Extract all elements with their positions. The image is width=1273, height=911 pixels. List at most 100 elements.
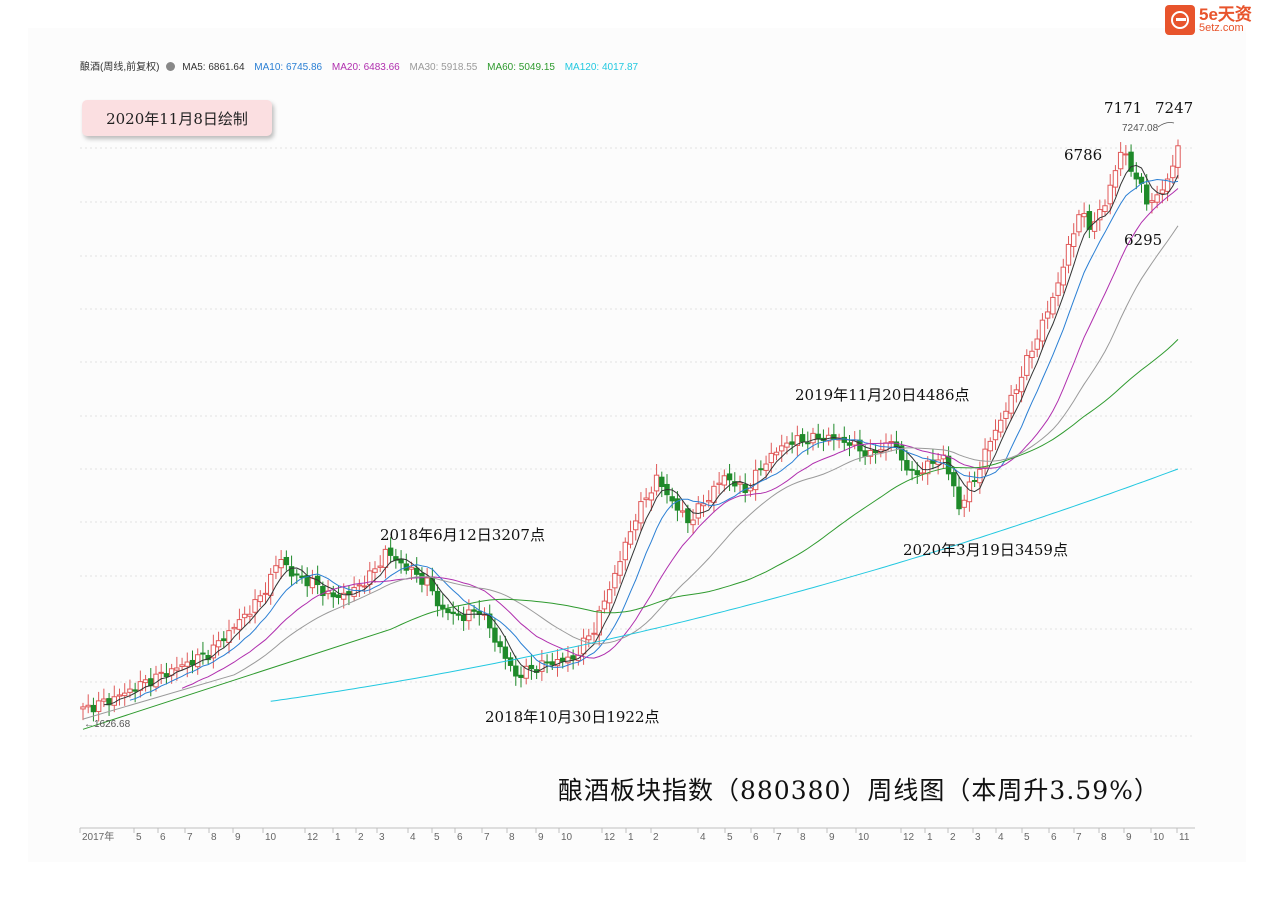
candle-body [158, 671, 164, 674]
x-tick-label: 1 [335, 832, 341, 843]
x-tick-label: 7 [1076, 832, 1082, 843]
legend-ma20: MA20: 6483.66 [331, 62, 400, 73]
candle-body [278, 559, 284, 569]
candle-body [862, 450, 868, 457]
candle-body [1039, 319, 1046, 342]
legend-ma10: MA10: 6745.86 [254, 62, 323, 73]
x-tick-label: 9 [538, 832, 544, 843]
candle-body [549, 661, 555, 665]
candle-body [752, 469, 759, 491]
candle-body [956, 486, 962, 510]
candle-body [288, 566, 295, 577]
candle-body [299, 575, 305, 579]
candle-body [758, 468, 764, 471]
ma30-line [82, 225, 1179, 720]
candle-body [471, 609, 477, 612]
x-tick-label: 2017年 [82, 830, 114, 843]
x-tick-label: 7 [776, 832, 782, 843]
ma-legend: 酿酒(周线,前复权) MA5: 6861.64 MA10: 6745.86 MA… [80, 58, 645, 73]
candle-body [784, 442, 790, 448]
x-tick-label: 5 [1024, 832, 1030, 843]
candle-body [1013, 389, 1020, 394]
x-tick-label: 4 [410, 832, 416, 843]
candle-body [1097, 209, 1103, 221]
candle-body [174, 667, 180, 671]
x-tick-label: 10 [561, 832, 573, 843]
candle-body [487, 613, 493, 629]
candle-body [189, 659, 196, 666]
candle-body [377, 565, 383, 568]
candle-body [1060, 266, 1066, 286]
candle-body [195, 654, 201, 668]
x-tick-label: 4 [700, 832, 706, 843]
low-price-label: ←1626.68 [84, 719, 131, 730]
candle-body [1071, 233, 1077, 247]
candle-body [721, 475, 728, 486]
candle-body [455, 613, 462, 616]
candle-body [1159, 189, 1166, 194]
candle-body [330, 592, 336, 598]
candle-body [142, 679, 149, 684]
ma5-line [103, 164, 1179, 706]
candle-body [372, 568, 378, 573]
candle-body [450, 611, 456, 615]
candle-body [1050, 296, 1056, 315]
candle-body [716, 482, 722, 485]
x-tick-label: 8 [211, 832, 217, 843]
candle-body [408, 566, 415, 570]
candle-body [179, 664, 185, 668]
candle-body [794, 435, 801, 446]
candle-body [898, 445, 905, 461]
candle-body [992, 429, 999, 441]
candle-body [982, 448, 988, 469]
candle-body [460, 614, 467, 622]
candle-body [497, 641, 503, 648]
eye-icon[interactable] [166, 62, 176, 71]
candle-body [627, 531, 634, 545]
draw-date-note: 2020年11月8日绘制 [82, 100, 272, 136]
high-price-label: 7247.08 [1122, 123, 1159, 134]
candle-body [961, 499, 967, 508]
candle-body [523, 665, 529, 679]
x-tick-label: 6 [1051, 832, 1057, 843]
candle-body [356, 584, 363, 587]
x-tick-label: 7 [484, 832, 490, 843]
candle-body [1044, 311, 1051, 319]
candle-body [685, 508, 691, 524]
candle-body [1008, 394, 1014, 414]
candle-body [127, 688, 133, 693]
candle-body [502, 646, 509, 659]
candle-body [221, 638, 227, 642]
candle-body [1149, 200, 1155, 203]
candle-body [586, 635, 592, 641]
candle-body [768, 452, 774, 464]
candle-body [335, 594, 342, 598]
candle-body [85, 704, 91, 708]
candle-body [116, 694, 123, 697]
candle-body [805, 442, 811, 445]
annotation-label: 2018年10月30日1922点 [485, 708, 660, 726]
x-tick-label: 9 [1126, 832, 1132, 843]
candle-body [763, 463, 769, 471]
ma10-line [129, 178, 1179, 701]
annotation-label: 6786 [1064, 146, 1102, 164]
candle-body [909, 468, 915, 471]
candle-body [507, 657, 514, 666]
candle-body [492, 627, 498, 643]
candle-body [643, 497, 649, 501]
candle-body [252, 599, 258, 613]
x-tick-label: 10 [265, 832, 277, 843]
high-price-arrow [1157, 122, 1175, 128]
candle-body [231, 626, 237, 630]
candle-body [612, 572, 618, 589]
candle-body [1081, 213, 1087, 218]
candle-body [440, 604, 446, 610]
candle-body [977, 468, 983, 484]
x-tick-label: 3 [379, 832, 385, 843]
annotation-label: 2020年3月19日3459点 [903, 541, 1068, 559]
candle-body [987, 440, 993, 452]
legend-ma120: MA120: 4017.87 [564, 62, 639, 73]
x-tick-label: 6 [457, 832, 463, 843]
candle-body [544, 661, 550, 664]
candle-body [257, 595, 263, 603]
